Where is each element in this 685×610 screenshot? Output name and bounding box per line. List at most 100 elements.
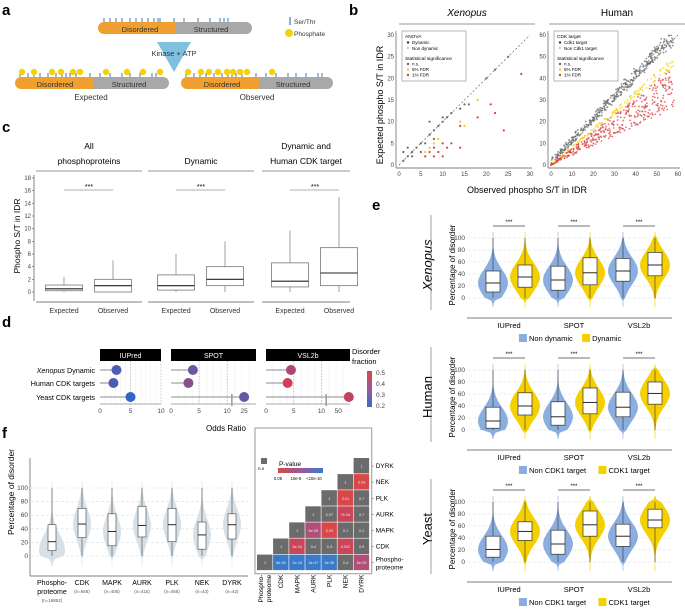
point-ns [424, 142, 427, 145]
point-ns [598, 114, 601, 117]
point-fdr5 [613, 111, 615, 113]
point-ns [402, 159, 405, 162]
category-label: Yeast CDK targets [36, 393, 95, 402]
point-ns [651, 49, 653, 52]
point-ns [594, 113, 596, 116]
heatmap-cell-value: 6e-05 [357, 561, 367, 565]
point-ns [658, 53, 661, 56]
point-ns [609, 96, 612, 99]
point-fdr5 [561, 154, 564, 156]
sig-stars: *** [570, 352, 578, 358]
point-fdr5 [661, 67, 664, 70]
point-fdr1 [668, 81, 670, 84]
point-fdr1 [666, 88, 668, 91]
point-fdr1 [594, 143, 597, 146]
point-fdr1 [638, 105, 641, 108]
point-fdr1 [667, 79, 670, 81]
heatmap-cell-value: 5e-35 [325, 561, 335, 565]
panel-f-violins: Percentage of disorder 0 20 40 60 80 100 Phosp… [6, 449, 248, 603]
point-ns [599, 106, 602, 109]
point-ns [634, 70, 637, 73]
y-tick-label: 20 [387, 76, 394, 82]
point-ns [656, 47, 658, 50]
point-fdr5 [564, 152, 566, 154]
point-fdr1 [671, 103, 673, 106]
point-ns [654, 56, 657, 59]
legend-item: 1% FDR [564, 73, 582, 78]
kinase-arrow [157, 42, 191, 72]
heatmap-cell [353, 554, 370, 571]
point-fdr5 [639, 88, 642, 91]
point-fdr1 [635, 111, 638, 113]
point-ns [611, 100, 614, 103]
point-fdr1 [662, 109, 665, 112]
point-fdr1 [603, 131, 606, 134]
point-fdr1 [644, 98, 647, 101]
facet-title: Dynamic [184, 156, 218, 166]
point-fdr1 [595, 138, 598, 141]
facet-title: VSL2b [297, 353, 318, 360]
n-count-label: (n=656) [74, 589, 90, 594]
point-fdr5 [568, 148, 571, 151]
axis-break [325, 394, 327, 406]
point-fdr1 [577, 148, 580, 151]
d-category-labels: Xenopus Dynamic Human CDK targets Yeast CD… [31, 366, 96, 402]
phosphate-icon [197, 68, 205, 76]
heatmap-cell [289, 538, 305, 554]
facet-title: Xenopus [446, 8, 486, 19]
point-ns [402, 150, 405, 154]
x-tick-label: 10 [223, 408, 231, 415]
point-fdr1 [664, 87, 667, 90]
point-ns [660, 45, 663, 48]
point-ns [624, 86, 627, 88]
y-tick-label: 20 [539, 120, 546, 126]
point-fdr1 [572, 153, 575, 156]
structured-region-observed [259, 77, 333, 89]
y-tick-label: 0 [391, 163, 395, 169]
point-fdr1 [653, 96, 656, 99]
point-fdr1 [585, 142, 588, 144]
y-tick-label: 40 [21, 526, 29, 533]
x-tick-label: 25 [505, 172, 512, 178]
point-fdr1 [616, 130, 619, 133]
x-tick-label: 0 [264, 408, 268, 415]
point-fdr1 [572, 150, 575, 153]
point-fdr1 [651, 95, 654, 98]
y-axis-label: Percentage of disorder [448, 356, 457, 437]
x-tick-label: DYRK [222, 580, 242, 587]
point-fdr1 [581, 143, 584, 146]
point-fdr1 [647, 111, 650, 114]
point-ns [627, 84, 630, 87]
point-ns [668, 44, 671, 47]
y-tick-label: 30 [387, 33, 394, 39]
point-ns [613, 95, 616, 97]
point-fdr5 [672, 65, 675, 67]
point-fdr1 [598, 136, 600, 139]
legend-label: Non CDK1 target [529, 598, 587, 607]
box [107, 513, 117, 547]
point-fdr5 [576, 140, 579, 143]
phosphate-icon [205, 68, 213, 76]
y-tick-label: 100 [17, 485, 28, 492]
point-ns [575, 130, 577, 133]
x-tick-label: VSL2b [628, 321, 651, 330]
point-ns [581, 129, 584, 132]
point-ns [620, 86, 623, 89]
point-ns [641, 62, 643, 65]
point-fdr1 [670, 92, 673, 94]
point-ns [616, 87, 619, 90]
y-tick-label: 80 [21, 499, 29, 506]
legend-swatch-icon [519, 466, 527, 474]
point-fdr1 [588, 145, 590, 148]
point-fdr1 [589, 144, 592, 147]
x-tick-label: Expected [161, 308, 190, 315]
panel-f-heatmap: 1 8e-92 1e-16 3e-47 5e-35 0.4 6e-05 1 3e-04 0.4 0.… [254, 427, 404, 603]
pvalue-colorbar [278, 468, 323, 473]
point-fdr1 [615, 112, 618, 115]
point-fdr5 [592, 128, 595, 131]
point-fdr1 [659, 81, 662, 84]
point-fdr1 [585, 138, 588, 141]
legend-item: 1% FDR [412, 73, 430, 78]
y-tick-label: 8 [28, 239, 32, 245]
y-tick-label: 10 [539, 141, 546, 147]
